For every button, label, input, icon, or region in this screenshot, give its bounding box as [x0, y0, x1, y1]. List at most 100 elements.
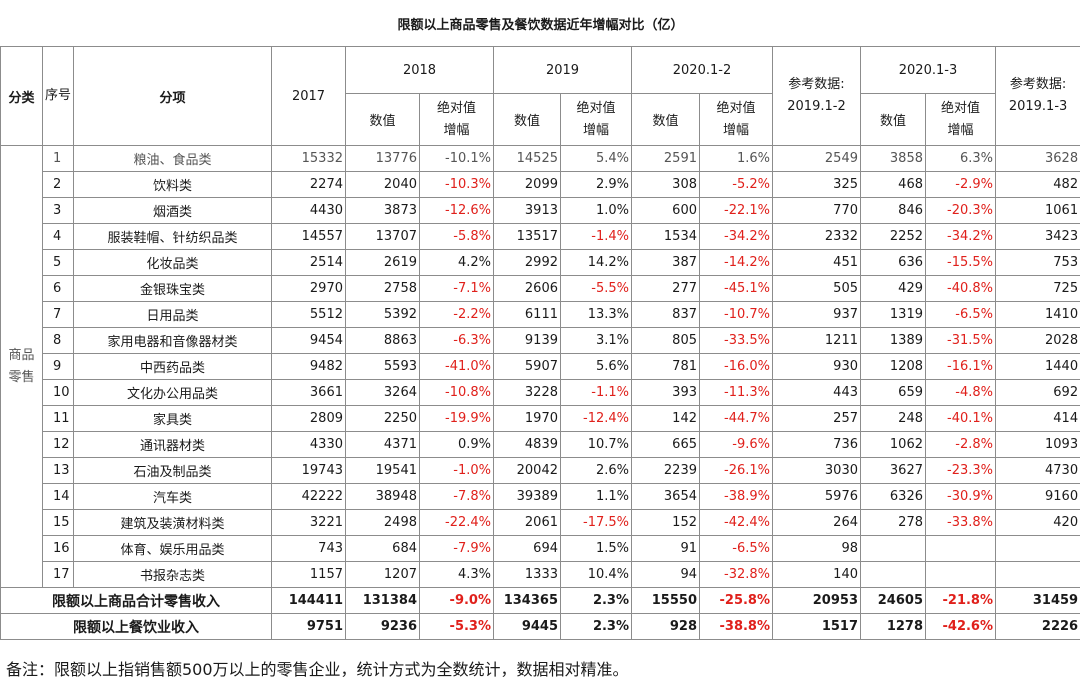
value-cell-v2020_13: 248 — [860, 405, 926, 432]
total-value-g2020_13: -21.8% — [925, 587, 996, 614]
value-cell-v2020_12: 665 — [631, 431, 700, 458]
value-cell-g2020_13: -34.2% — [925, 223, 996, 250]
value-cell-v2020_12: 837 — [631, 301, 700, 328]
value-cell-v2018: 2758 — [345, 275, 420, 302]
seq-cell: 11 — [42, 405, 74, 432]
table-row: 5 化妆品类 2514 2619 4.2% 2992 14.2% 387 -14.2% 451 63… — [1, 249, 1080, 276]
value-cell-v2020_13: 2252 — [860, 223, 926, 250]
value-cell-v2019: 5907 — [493, 353, 561, 380]
value-cell-g2019: 10.4% — [560, 561, 632, 588]
header-2018: 2018 — [345, 46, 494, 94]
value-cell-v2019: 2992 — [493, 249, 561, 276]
total-value-g2020_12: -38.8% — [699, 613, 773, 640]
value-cell-y2017: 2970 — [271, 275, 346, 302]
total-value-v2020_12: 15550 — [631, 587, 700, 614]
value-cell-g2020_13: -2.9% — [925, 171, 996, 198]
value-cell-ref12: 930 — [772, 353, 861, 380]
value-cell-ref13 — [994, 535, 1080, 562]
value-cell-g2018: -1.0% — [419, 457, 494, 484]
value-cell-v2020_12: 2591 — [631, 145, 700, 172]
value-cell-v2020_13: 3627 — [860, 457, 926, 484]
value-cell-y2017: 19743 — [271, 457, 346, 484]
item-name-cell: 饮料类 — [73, 171, 272, 198]
subheader-abs-growth: 绝对值 增幅 — [925, 93, 996, 146]
seq-cell: 13 — [42, 457, 74, 484]
header-2020-1-2: 2020.1-2 — [631, 46, 773, 94]
value-cell-g2020_13: -6.5% — [925, 301, 996, 328]
value-cell-ref13 — [994, 561, 1080, 588]
value-cell-ref12: 770 — [772, 197, 861, 224]
value-cell-g2018: -22.4% — [419, 509, 494, 536]
value-cell-v2018: 684 — [345, 535, 420, 562]
value-cell-ref12: 443 — [772, 379, 861, 406]
value-cell-ref12: 2549 — [772, 145, 861, 172]
value-cell-ref12: 736 — [772, 431, 861, 458]
seq-cell: 12 — [42, 431, 74, 458]
value-cell-g2019: 1.5% — [560, 535, 632, 562]
value-cell-g2019: 3.1% — [560, 327, 632, 354]
total-value-g2020_12: -25.8% — [699, 587, 773, 614]
value-cell-g2020_13: -16.1% — [925, 353, 996, 380]
total-value-g2019: 2.3% — [560, 587, 632, 614]
table-row: 15 建筑及装潢材料类 3221 2498 -22.4% 2061 -17.5% 152 -42… — [1, 509, 1080, 536]
value-cell-y2017: 4330 — [271, 431, 346, 458]
seq-cell: 5 — [42, 249, 74, 276]
value-cell-g2020_13 — [925, 535, 996, 562]
value-cell-ref13: 9160 — [994, 483, 1080, 510]
value-cell-y2017: 3221 — [271, 509, 346, 536]
value-cell-g2020_12: -33.5% — [699, 327, 773, 354]
total-value-g2019: 2.3% — [560, 613, 632, 640]
value-cell-y2017: 15332 — [271, 145, 346, 172]
value-cell-g2018: -10.3% — [419, 171, 494, 198]
value-cell-v2019: 2099 — [493, 171, 561, 198]
total-value-y2017: 144411 — [271, 587, 346, 614]
table-row: 8 家用电器和音像器材类 9454 8863 -6.3% 9139 3.1% 805 -33.5… — [1, 327, 1080, 354]
value-cell-v2018: 4371 — [345, 431, 420, 458]
item-name-cell: 化妆品类 — [73, 249, 272, 276]
value-cell-v2019: 20042 — [493, 457, 561, 484]
table-row: 7 日用品类 5512 5392 -2.2% 6111 13.3% 837 -10.7% 937 1… — [1, 301, 1080, 328]
seq-cell: 1 — [42, 145, 74, 172]
value-cell-v2018: 2040 — [345, 171, 420, 198]
value-cell-g2018: -7.9% — [419, 535, 494, 562]
header-2017: 2017 — [271, 46, 346, 146]
item-name-cell: 日用品类 — [73, 301, 272, 328]
value-cell-v2018: 2250 — [345, 405, 420, 432]
table-row: 2 饮料类 2274 2040 -10.3% 2099 2.9% 308 -5.2% 325 468… — [1, 171, 1080, 198]
item-name-cell: 文化办公用品类 — [73, 379, 272, 406]
value-cell-v2019: 3228 — [493, 379, 561, 406]
value-cell-g2018: 4.3% — [419, 561, 494, 588]
total-value-v2018: 9236 — [345, 613, 420, 640]
value-cell-v2020_13: 1062 — [860, 431, 926, 458]
value-cell-v2018: 38948 — [345, 483, 420, 510]
value-cell-g2018: -10.8% — [419, 379, 494, 406]
value-cell-v2020_13: 429 — [860, 275, 926, 302]
value-cell-y2017: 743 — [271, 535, 346, 562]
value-cell-v2020_12: 277 — [631, 275, 700, 302]
value-cell-ref13: 3628 — [994, 145, 1080, 172]
value-cell-v2020_13 — [860, 535, 926, 562]
value-cell-v2018: 13776 — [345, 145, 420, 172]
seq-cell: 16 — [42, 535, 74, 562]
value-cell-v2020_12: 393 — [631, 379, 700, 406]
total-value-v2020_12: 928 — [631, 613, 700, 640]
value-cell-v2020_13: 3858 — [860, 145, 926, 172]
value-cell-v2019: 6111 — [493, 301, 561, 328]
value-cell-v2018: 2619 — [345, 249, 420, 276]
value-cell-v2020_13: 1319 — [860, 301, 926, 328]
item-name-cell: 汽车类 — [73, 483, 272, 510]
total-value-g2018: -9.0% — [419, 587, 494, 614]
total-value-v2020_13: 24605 — [860, 587, 926, 614]
value-cell-g2019: 2.9% — [560, 171, 632, 198]
value-cell-ref12: 264 — [772, 509, 861, 536]
value-cell-y2017: 4430 — [271, 197, 346, 224]
seq-cell: 15 — [42, 509, 74, 536]
table-row: 11 家具类 2809 2250 -19.9% 1970 -12.4% 142 -44.7% 25… — [1, 405, 1080, 432]
category-cell: 商品零售 — [0, 145, 43, 588]
total-value-ref12: 20953 — [772, 587, 861, 614]
value-cell-v2018: 3264 — [345, 379, 420, 406]
value-cell-v2018: 5392 — [345, 301, 420, 328]
table-row: 9 中西药品类 9482 5593 -41.0% 5907 5.6% 781 -16.0% 930… — [1, 353, 1080, 380]
value-cell-g2020_13: 6.3% — [925, 145, 996, 172]
